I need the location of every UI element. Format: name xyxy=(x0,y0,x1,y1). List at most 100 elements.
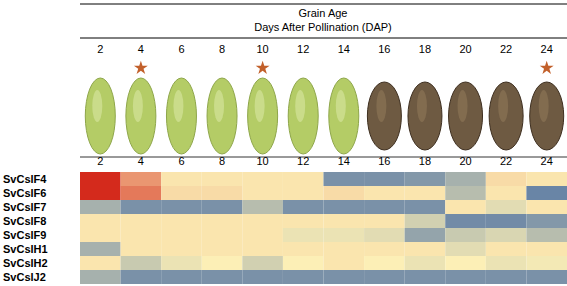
tick-label: 20 xyxy=(459,155,471,167)
cell xyxy=(486,186,527,200)
tick-label: 16 xyxy=(378,43,390,55)
cell xyxy=(364,228,405,242)
cell xyxy=(486,228,527,242)
cell xyxy=(161,186,202,200)
cell xyxy=(405,200,446,214)
tick: 12 xyxy=(297,155,309,168)
grain-highlight xyxy=(214,90,224,122)
tick-label: 4 xyxy=(138,43,144,55)
cell xyxy=(202,270,243,284)
cell xyxy=(486,270,527,284)
cell xyxy=(486,214,527,228)
cell xyxy=(324,200,365,214)
cell xyxy=(80,200,121,214)
tick: 24 xyxy=(541,43,553,56)
tick-label: 24 xyxy=(541,155,553,167)
tick-label: 14 xyxy=(338,155,350,167)
tick-label: 22 xyxy=(500,43,512,55)
cell xyxy=(242,172,283,186)
tick: 16 xyxy=(378,43,390,56)
cell xyxy=(121,200,162,214)
cell xyxy=(364,242,405,256)
cell xyxy=(324,186,365,200)
top-axis: 24681012141618202224 xyxy=(97,43,553,56)
row-label: SvCslF7 xyxy=(3,201,46,213)
tick: 2 xyxy=(97,155,103,168)
tick-label: 12 xyxy=(297,43,309,55)
cell xyxy=(405,214,446,228)
cell xyxy=(445,200,486,214)
row-axis: SvCslF4SvCslF6SvCslF7SvCslF8SvCslF9SvCsl… xyxy=(3,173,80,283)
cell xyxy=(486,172,527,186)
cell xyxy=(324,270,365,284)
tick-label: 24 xyxy=(541,43,553,55)
tick: 14 xyxy=(338,155,350,168)
cell xyxy=(283,214,324,228)
cell xyxy=(283,242,324,256)
cell xyxy=(121,186,162,200)
grain-highlight xyxy=(417,90,427,122)
tick: SvCslF6 xyxy=(3,187,80,199)
cell xyxy=(405,186,446,200)
header-rule xyxy=(80,4,567,5)
cell xyxy=(445,172,486,186)
cell xyxy=(283,172,324,186)
grain xyxy=(408,82,442,150)
cell xyxy=(526,200,567,214)
cell xyxy=(121,256,162,270)
cell xyxy=(121,242,162,256)
tick-label: 16 xyxy=(378,155,390,167)
grain-highlight xyxy=(295,90,305,122)
star xyxy=(540,61,554,74)
cell xyxy=(202,200,243,214)
cell xyxy=(161,200,202,214)
grain xyxy=(85,78,115,154)
grain xyxy=(207,78,237,154)
cell xyxy=(526,186,567,200)
cell xyxy=(445,242,486,256)
cell xyxy=(121,172,162,186)
cell xyxy=(202,186,243,200)
tick: SvCslF4 xyxy=(3,173,80,185)
grain-highlight xyxy=(92,90,102,122)
tick-label: 8 xyxy=(219,43,225,55)
row-label: SvCslJ2 xyxy=(3,271,46,283)
tick: 8 xyxy=(219,43,225,56)
cell xyxy=(242,228,283,242)
cell xyxy=(526,242,567,256)
grain-images xyxy=(85,78,563,154)
tick: 8 xyxy=(219,155,225,168)
cell xyxy=(202,242,243,256)
tick: 10 xyxy=(257,43,269,56)
tick: 20 xyxy=(459,155,471,168)
tick-label: 10 xyxy=(257,155,269,167)
cell xyxy=(324,228,365,242)
row-label: SvCslF8 xyxy=(3,215,46,227)
grain xyxy=(489,82,523,150)
cell xyxy=(283,256,324,270)
row-label: SvCslH1 xyxy=(3,243,48,255)
cell xyxy=(526,270,567,284)
tick-label: 6 xyxy=(178,155,184,167)
cell xyxy=(364,256,405,270)
cell xyxy=(324,242,365,256)
cell xyxy=(364,172,405,186)
grain xyxy=(367,82,401,150)
tick: 24 xyxy=(541,155,553,168)
cell xyxy=(486,200,527,214)
cell xyxy=(405,242,446,256)
header-rule xyxy=(80,38,567,39)
grain xyxy=(248,78,278,154)
tick: 4 xyxy=(138,43,144,56)
cell xyxy=(161,242,202,256)
cell xyxy=(364,186,405,200)
cell xyxy=(242,270,283,284)
cell xyxy=(80,172,121,186)
row-label: SvCslH2 xyxy=(3,257,48,269)
cell xyxy=(80,242,121,256)
row-label: SvCslF6 xyxy=(3,187,46,199)
grain xyxy=(449,82,483,150)
cell xyxy=(242,200,283,214)
tick-label: 20 xyxy=(459,43,471,55)
heatmap xyxy=(80,172,567,284)
